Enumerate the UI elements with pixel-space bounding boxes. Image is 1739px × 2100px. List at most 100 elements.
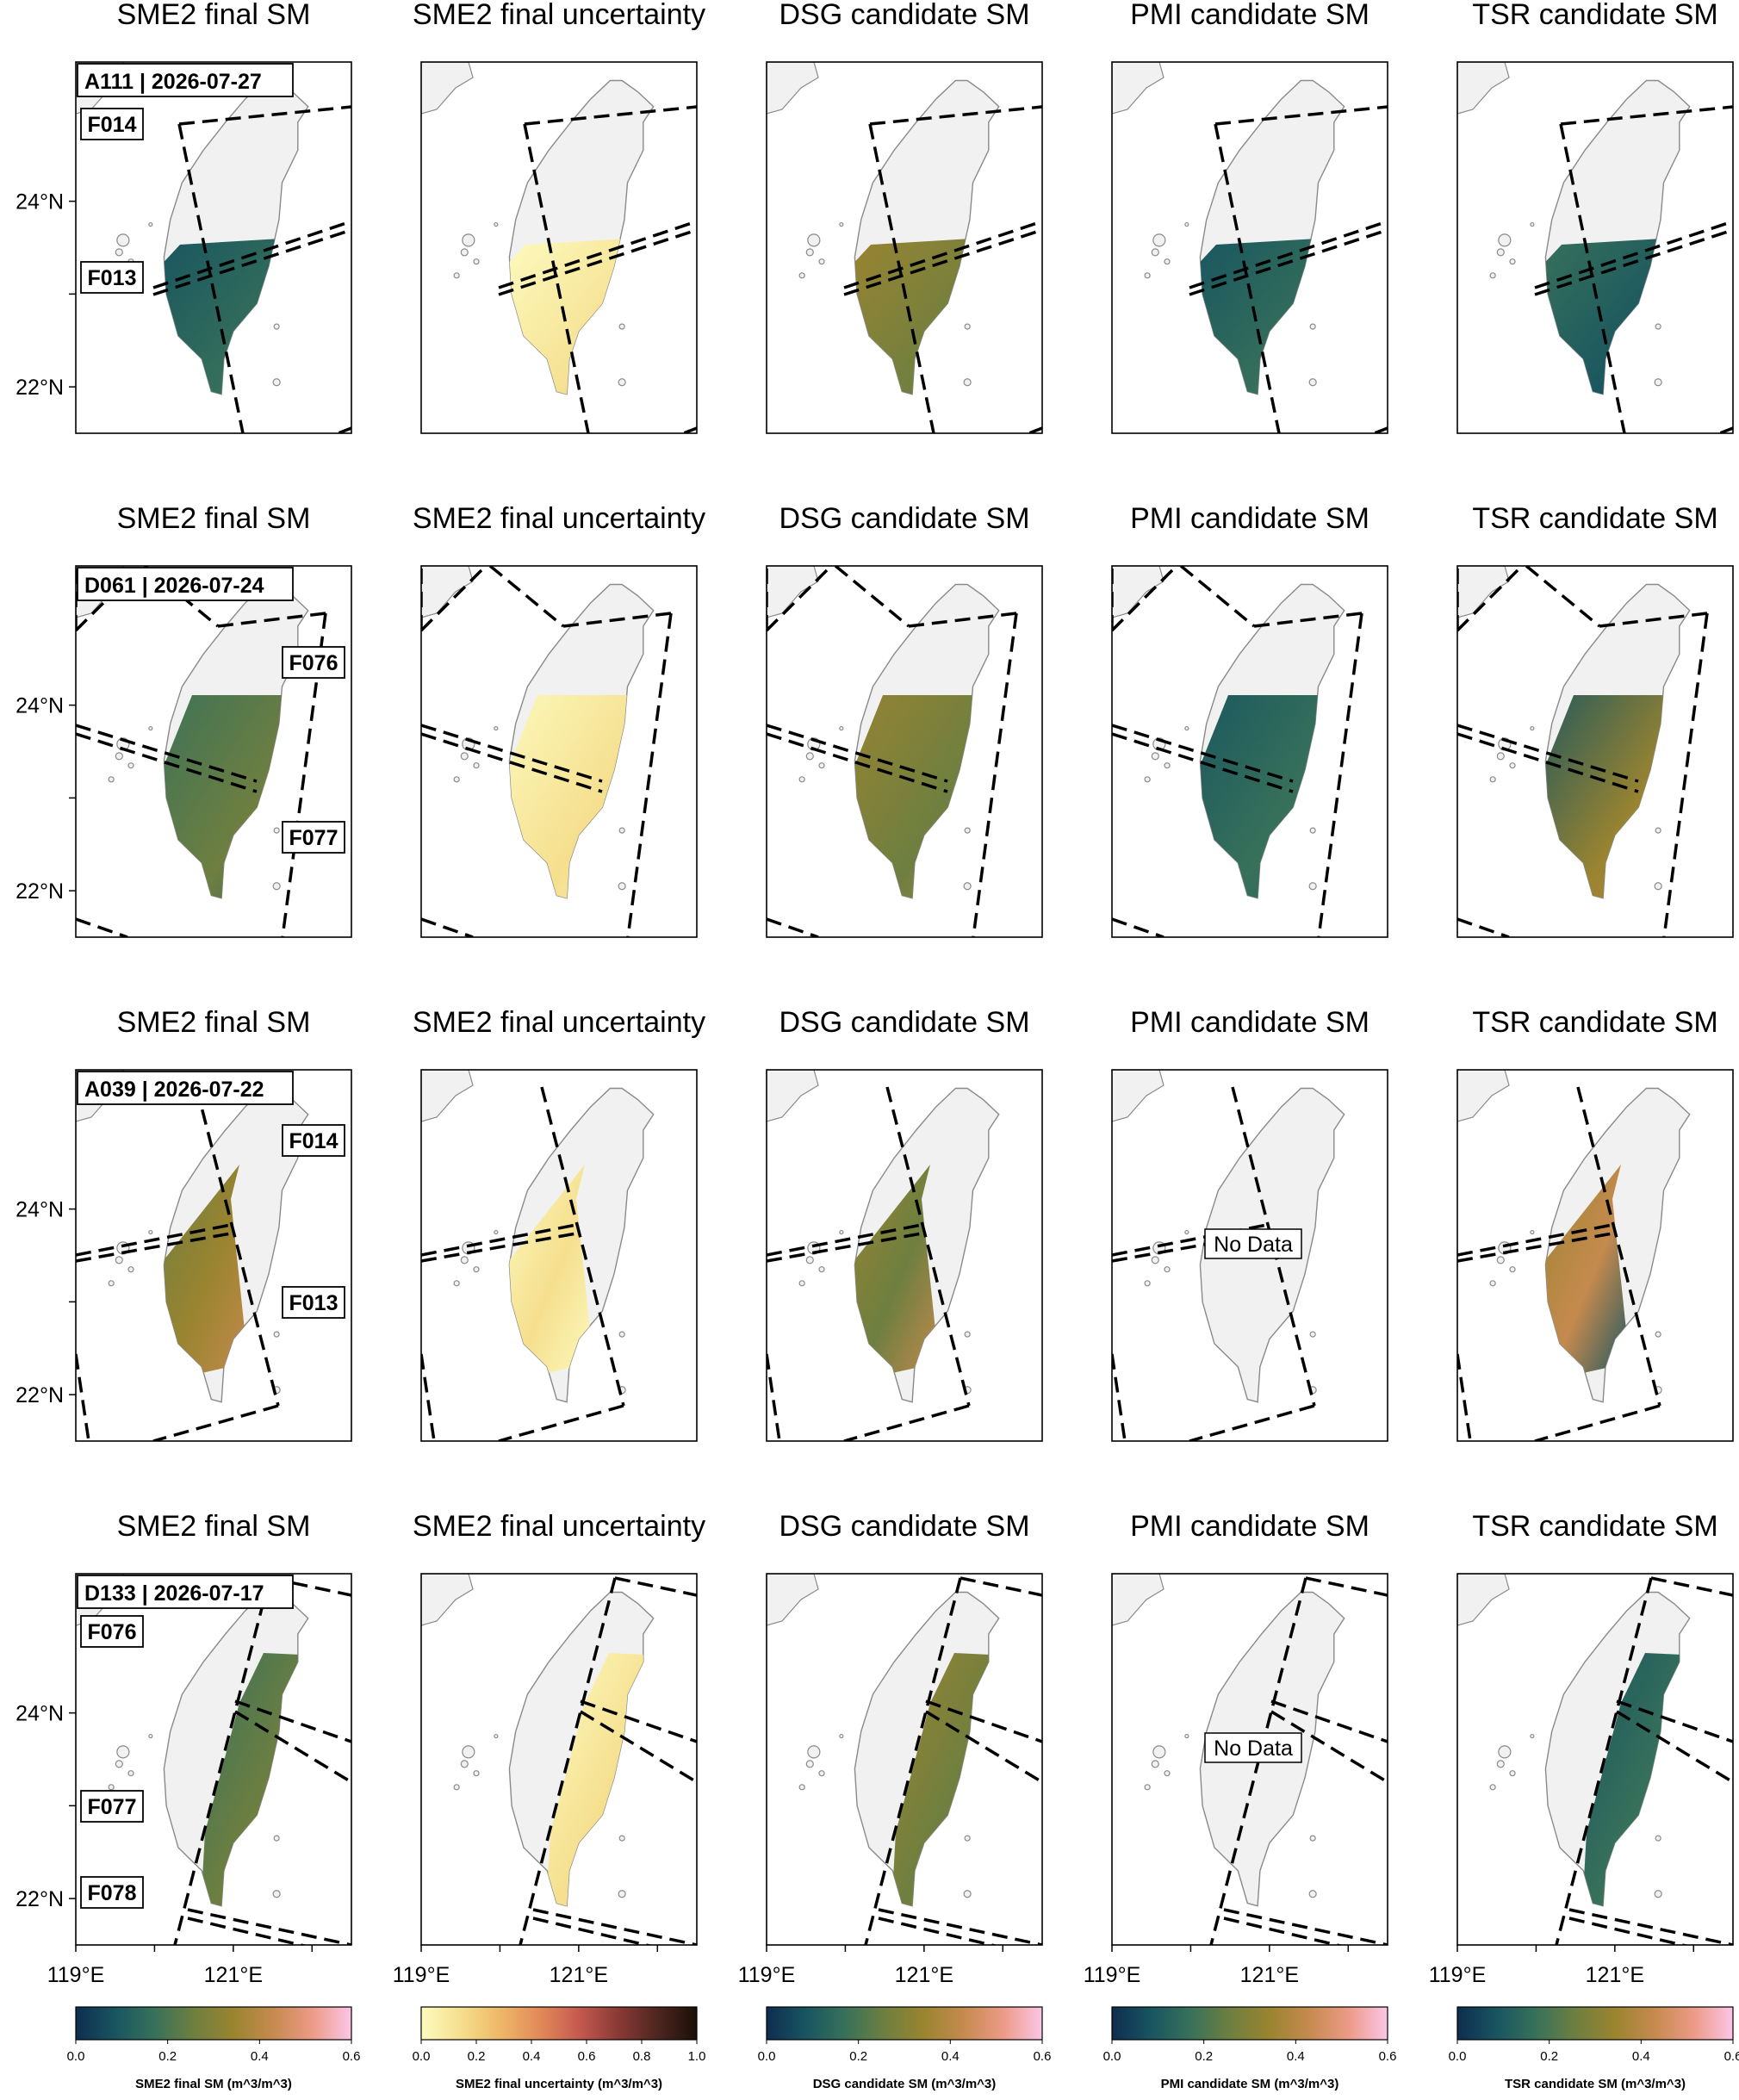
frame-outline [843,228,1042,296]
island [115,1760,123,1768]
data-swath [509,235,654,395]
frame-outline [1189,220,1388,289]
panel-title: TSR candidate SM [1472,1006,1717,1039]
colorbar-ramp [75,2006,352,2041]
lon-tick-label: 121°E [1586,1963,1644,1987]
colorbar-tick-label: 0.2 [849,2049,867,2064]
panel-title: SME2 final SM [117,1006,311,1039]
frame-outline [187,1908,351,1945]
frame-outline [524,105,697,126]
lon-tick-label: 119°E [47,1963,105,1987]
orbit-date-badge: D061 | 2026-07-24 [84,574,264,598]
island [473,258,480,265]
island [148,221,153,227]
colorbar-label: SME2 final uncertainty (m^3/m^3) [456,2077,662,2091]
panel-border [1111,1069,1388,1442]
frame-outline [885,1086,971,1407]
island [1496,752,1505,761]
frame-outline [1662,612,1709,937]
frame-label-box [80,1615,144,1648]
island [964,1331,971,1338]
island [1489,1280,1496,1287]
island [1308,378,1317,387]
frame-label-box [80,108,144,140]
panel-title: SME2 final uncertainty [413,0,705,31]
island [963,882,972,891]
orbit-date-badge-box [77,1071,294,1105]
frame-outline [152,1404,279,1441]
no-data-label: No Data [1214,1233,1293,1257]
orbit-date-badge-box [77,63,294,97]
frame-outline [234,1699,351,1743]
frame-outline [1112,732,1294,793]
panel-border [420,1069,698,1442]
panel-border [766,61,1043,434]
orbit-date-badge-box [77,1575,294,1609]
frame-outline [908,612,1017,628]
island [1489,272,1496,279]
frame-outline [421,1232,577,1263]
colorbar-label: SME2 final SM (m^3/m^3) [135,2077,292,2091]
island [148,1733,153,1739]
frame-outline [1650,1576,1733,1597]
colorbar-tick-label: 0.0 [1449,2049,1467,2064]
island [839,1733,844,1739]
island [115,1256,123,1264]
no-data-box [1204,1732,1302,1763]
frame-outline [76,724,258,783]
colorbar-tick-label: 0.6 [578,2049,596,2064]
frame-outline [177,123,245,433]
island [618,1835,625,1842]
frame-outline [76,917,128,937]
panel-border [420,1573,698,1946]
island [494,1733,499,1739]
island [1309,1835,1316,1842]
frame-outline [1457,1232,1613,1263]
panel-title: SME2 final uncertainty [413,1006,705,1039]
frame-outline [152,220,351,289]
island [805,752,814,761]
frame-outline [421,724,603,783]
island [964,827,971,834]
island [805,248,814,257]
island [1144,1784,1151,1791]
map-panel: TSR candidate SM [1456,1006,1734,1442]
island [1496,1256,1505,1264]
mainland-coast [1457,566,1510,618]
colorbar-tick-label: 0.2 [468,2049,486,2064]
island [1184,1229,1189,1235]
frame-outline [1214,123,1281,433]
frame-outline [1457,732,1639,793]
frame-outline [76,1353,90,1441]
panel-title: PMI candidate SM [1130,502,1369,535]
data-swath [164,235,308,395]
frame-outline [562,612,672,628]
island [618,1331,625,1338]
taiwan-landmass [1544,79,1691,395]
taiwan-landmass [1199,79,1345,395]
island [108,1280,115,1287]
panel-border [420,61,698,434]
frame-outline [767,732,948,793]
frame-outline [540,1086,625,1407]
map-panel: SME2 final SM 24°N 22°N A039 | 2026-07-22 F0… [16,1006,352,1442]
frame-outline [173,1577,271,1945]
mainland-coast [1457,1070,1510,1122]
map-panel: DSG candidate SM [766,1006,1043,1442]
map-panel: DSG candidate SM [766,0,1043,434]
map-panel: TSR candidate SM [1456,0,1734,434]
colorbar-tick-label: 0.4 [523,2049,541,2064]
island [1151,248,1159,257]
frame-outline [532,1908,697,1945]
map-panel: SME2 final uncertainty [413,0,705,434]
frame-outline [1457,1353,1472,1441]
panel-border [766,1069,1043,1442]
panel-title: DSG candidate SM [779,1510,1029,1543]
island [148,1229,153,1235]
island [462,233,475,247]
frame-outline [421,1223,577,1257]
island [1655,1331,1661,1338]
frame-outline [421,917,474,937]
frame-outline [152,228,351,296]
lon-tick-label: 121°E [204,1963,263,1987]
